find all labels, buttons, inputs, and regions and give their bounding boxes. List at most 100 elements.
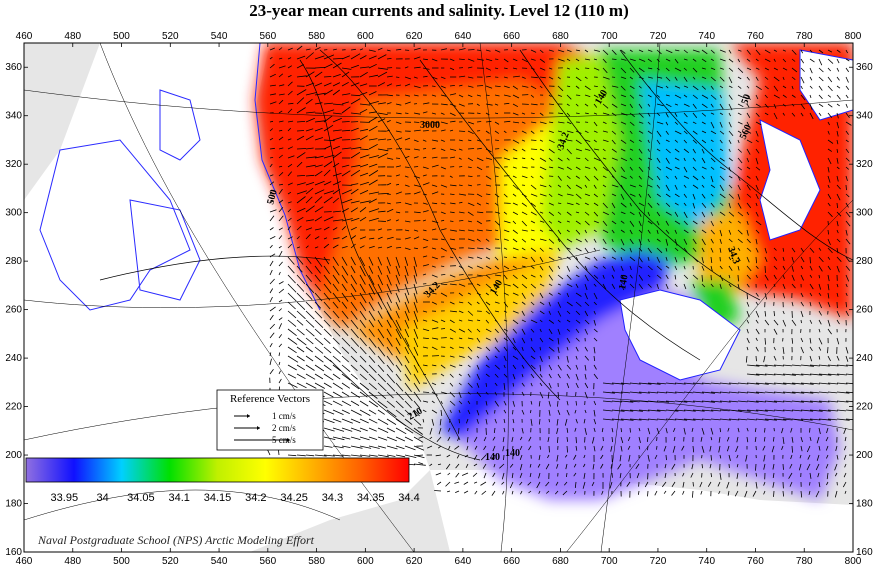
x-tick-label: 640 — [455, 31, 472, 42]
current-vector — [719, 76, 725, 82]
current-vector — [620, 265, 624, 271]
current-vector — [269, 278, 275, 285]
current-vector — [485, 202, 489, 205]
current-vector — [404, 364, 412, 375]
current-vector — [296, 196, 306, 204]
current-vector — [511, 490, 514, 495]
current-vector — [368, 191, 380, 195]
current-vector — [836, 229, 839, 234]
x-tick-label: 700 — [601, 31, 618, 42]
current-vector — [341, 355, 349, 363]
current-vector — [287, 90, 293, 96]
current-vector — [737, 121, 743, 125]
current-vector — [332, 337, 340, 345]
current-vector — [683, 382, 695, 385]
current-vector — [629, 112, 635, 118]
current-vector — [368, 310, 376, 321]
current-vector — [483, 436, 487, 442]
current-vector — [647, 454, 650, 462]
current-vector — [665, 76, 671, 82]
current-vector — [674, 76, 678, 81]
current-vector — [458, 418, 460, 424]
current-vector — [701, 238, 706, 246]
current-vector — [350, 409, 362, 416]
current-vector — [323, 301, 331, 310]
current-vector — [483, 445, 487, 451]
current-vector — [413, 256, 417, 267]
current-vector — [827, 112, 833, 119]
current-vector — [269, 157, 274, 159]
current-vector — [647, 58, 652, 63]
current-vector — [503, 418, 506, 424]
x-tick-label: 480 — [64, 556, 81, 567]
current-vector — [512, 157, 518, 160]
current-vector — [386, 202, 391, 205]
current-vector — [673, 427, 676, 433]
current-vector — [485, 112, 490, 116]
current-vector — [341, 409, 350, 414]
current-vector — [683, 247, 688, 253]
current-vector — [782, 58, 787, 63]
current-vector — [449, 310, 457, 313]
current-vector — [449, 247, 457, 250]
current-vector — [485, 409, 489, 415]
current-vector — [656, 166, 662, 171]
current-vector — [445, 463, 451, 470]
current-vector — [674, 121, 678, 125]
current-vector — [710, 418, 721, 421]
current-vector — [530, 238, 536, 241]
current-vector — [809, 472, 812, 479]
current-vector — [818, 58, 823, 66]
current-vector — [557, 364, 562, 371]
current-vector — [764, 310, 767, 317]
current-vector — [782, 319, 787, 327]
current-vector — [427, 445, 433, 449]
current-vector — [539, 157, 547, 162]
current-vector — [413, 445, 425, 451]
current-vector — [719, 400, 731, 403]
current-vector — [341, 292, 349, 302]
current-vector — [539, 184, 547, 188]
current-vector — [368, 436, 378, 440]
current-vector — [611, 175, 615, 179]
current-vector — [323, 196, 333, 204]
current-vector — [601, 490, 604, 495]
current-vector — [755, 94, 759, 100]
current-vector — [395, 418, 406, 427]
current-vector — [395, 400, 404, 409]
current-vector — [665, 166, 673, 171]
current-vector — [584, 139, 591, 142]
current-vector — [350, 48, 356, 51]
current-vector — [816, 436, 820, 444]
current-vector — [674, 247, 679, 252]
current-vector — [755, 301, 759, 306]
current-vector — [620, 175, 627, 179]
current-vector — [395, 157, 401, 159]
current-vector — [746, 265, 752, 272]
current-vector — [521, 409, 525, 415]
current-vector — [548, 400, 551, 407]
current-vector — [674, 184, 678, 190]
current-vector — [575, 175, 580, 179]
current-vector — [530, 67, 535, 70]
current-vector — [755, 247, 759, 253]
current-vector — [665, 112, 669, 118]
chart-title: 23-year mean currents and salinity. Leve… — [249, 1, 629, 20]
current-vector — [422, 238, 429, 242]
current-vector — [754, 427, 757, 433]
current-vector — [836, 193, 841, 201]
current-vector — [439, 418, 442, 426]
current-vector — [503, 265, 510, 270]
current-vector — [728, 166, 731, 172]
current-vector — [836, 292, 839, 297]
current-vector — [341, 93, 351, 96]
current-vector — [305, 147, 314, 150]
current-vector — [287, 225, 292, 231]
y-tick-label: 360 — [856, 62, 873, 73]
current-vector — [746, 103, 750, 108]
current-vector — [494, 121, 500, 125]
current-vector — [746, 49, 751, 55]
current-vector — [566, 103, 570, 107]
current-vector — [422, 75, 428, 78]
current-vector — [431, 265, 436, 268]
